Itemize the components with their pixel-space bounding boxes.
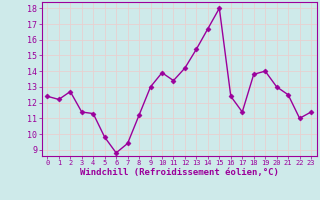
X-axis label: Windchill (Refroidissement éolien,°C): Windchill (Refroidissement éolien,°C): [80, 168, 279, 177]
